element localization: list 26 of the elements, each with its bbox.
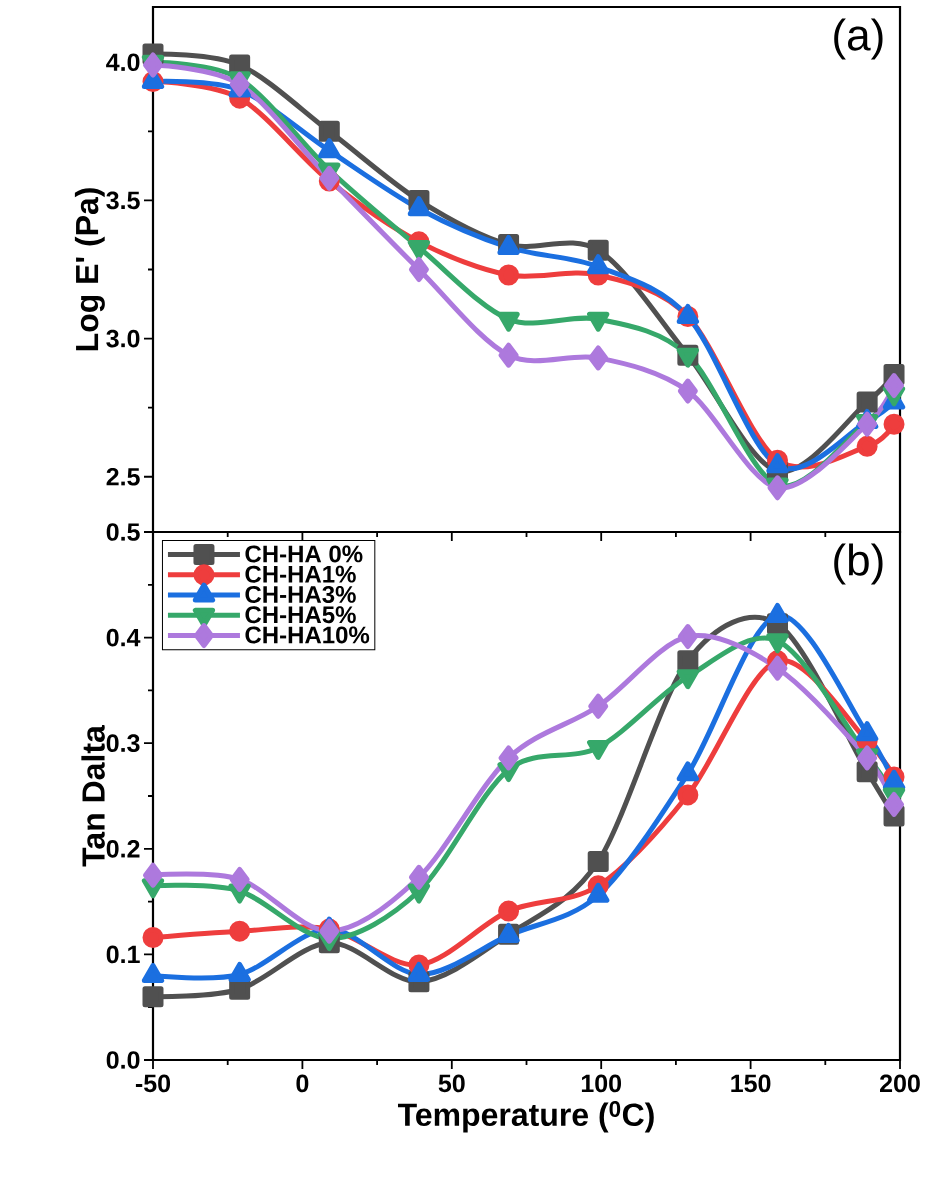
y-tick-label: 0.4 <box>106 628 141 647</box>
y-tick-label: 3.0 <box>106 329 140 348</box>
legend-label: CH-HA1% <box>245 565 356 583</box>
x-tick-label: 0 <box>296 1074 309 1093</box>
legend-label: CH-HA 0% <box>245 545 363 563</box>
y-tick-label: 4.0 <box>106 53 140 72</box>
legend-label: CH-HA3% <box>245 585 356 603</box>
legend-label: CH-HA10% <box>245 626 370 644</box>
x-tick-label: -50 <box>135 1074 171 1093</box>
y-tick-label: 0.2 <box>106 839 140 858</box>
annotation: (b) <box>834 543 883 585</box>
y-tick-label: 0.1 <box>106 945 140 964</box>
y-tick-label: 0.5 <box>106 523 140 541</box>
x-tick-label: 100 <box>581 1074 622 1093</box>
y-tick-label: 0.0 <box>106 1051 140 1069</box>
x-tick-label: 200 <box>880 1074 920 1093</box>
annotation: (a) <box>834 18 883 60</box>
y-tick-label: 2.5 <box>106 467 140 486</box>
x-tick-label: 150 <box>731 1074 771 1093</box>
x-tick-label: 50 <box>438 1074 465 1093</box>
y-tick-label: 0.3 <box>106 734 140 753</box>
legend-label: CH-HA5% <box>245 606 356 624</box>
y-tick-label: 3.5 <box>106 191 140 210</box>
y-axis-title: Log E' (Pa) <box>74 188 105 351</box>
y-axis-title: Tan Dalta <box>81 724 105 867</box>
x-axis-title: Temperature ($^{0}$C) <box>397 1101 654 1133</box>
